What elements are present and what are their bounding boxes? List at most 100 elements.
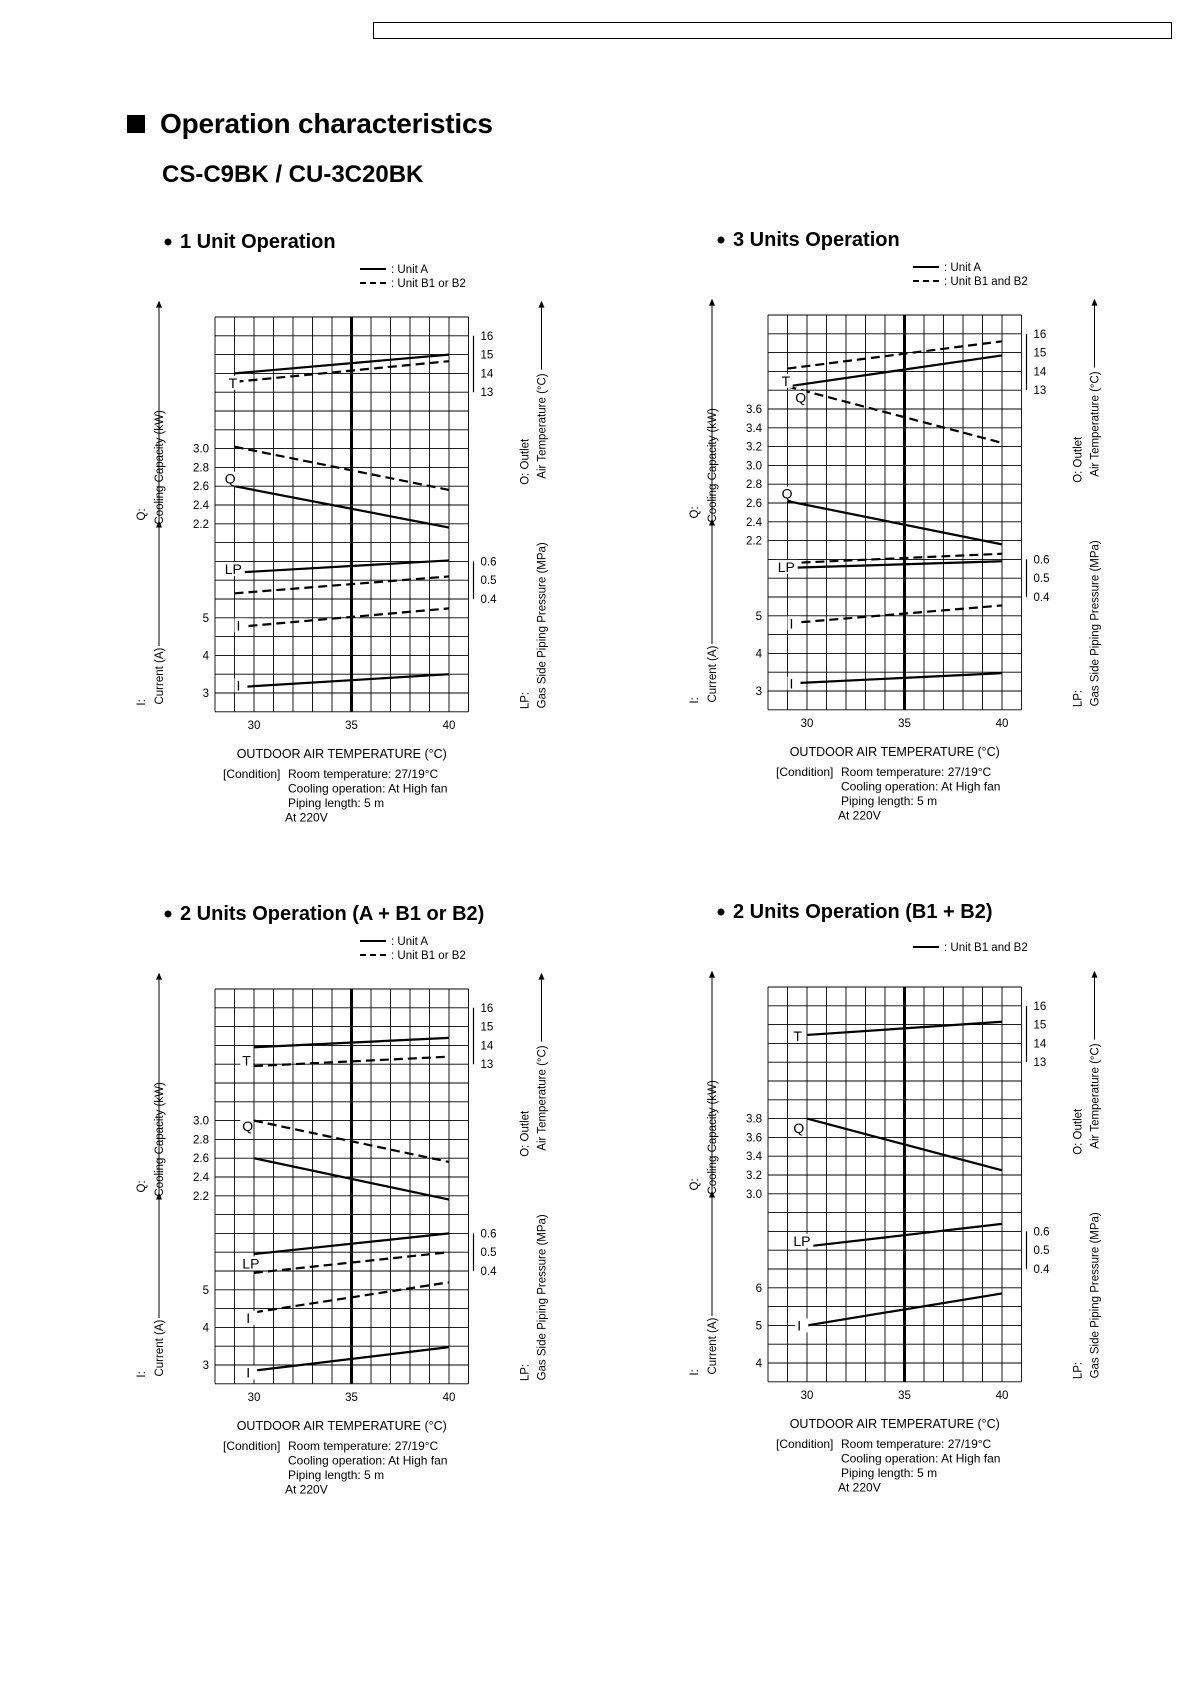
series-line — [253, 1157, 450, 1201]
left-tick-label: 6 — [756, 1283, 762, 1295]
series-line — [234, 607, 450, 629]
condition-line: Piping length: 5 m — [841, 1466, 937, 1480]
condition-line: Room temperature: 27/19°C — [288, 1439, 439, 1453]
left-tick-label: 2.8 — [193, 1134, 209, 1146]
curve-label-bg — [787, 676, 801, 691]
legend-label: : Unit A — [391, 936, 428, 948]
x-tick-label: 35 — [898, 718, 911, 730]
condition-line: At 220V — [838, 808, 881, 822]
curve-label-bg — [240, 1053, 254, 1068]
curve-label: T — [793, 1028, 802, 1044]
lp-axis-label: Gas Side Piping Pressure (MPa) — [537, 542, 549, 708]
arrow-up-icon — [709, 1190, 715, 1198]
legend-label: : Unit B1 and B2 — [944, 942, 1028, 954]
condition-line: Cooling operation: At High fan — [288, 781, 447, 795]
chart-panel: 2 Units Operation (B1 + B2) : Unit B1 and… — [689, 901, 1102, 1494]
i-axis-label: Current (A) — [154, 1319, 166, 1376]
curve-label: I — [789, 615, 793, 631]
curve-label-bg — [791, 1233, 814, 1248]
condition-line: Cooling operation: At High fan — [841, 1451, 1000, 1465]
series-line — [253, 1036, 450, 1049]
condition-line: Piping length: 5 m — [288, 796, 384, 810]
arrow-up-icon — [709, 970, 715, 978]
curve-label-bg — [779, 373, 793, 388]
condition-line: At 220V — [285, 810, 328, 824]
bullet-icon — [164, 910, 172, 918]
x-axis-label: OUTDOOR AIR TEMPERATURE (°C) — [790, 1417, 1000, 1431]
left-tick-label: 5 — [203, 613, 209, 625]
right-tick-label: 0.4 — [481, 1266, 498, 1278]
series-line — [234, 445, 450, 492]
o-symbol: O: Outlet — [1073, 1108, 1085, 1155]
panel-title: 1 Unit Operation — [180, 231, 336, 253]
x-tick-label: 40 — [443, 1392, 456, 1404]
curve-label-bg — [234, 618, 248, 633]
lp-symbol: LP: — [1073, 690, 1085, 707]
right-tick-label: 16 — [1034, 329, 1047, 341]
model-title: CS-C9BK / CU-3C20BK — [162, 161, 424, 188]
chart-panel: 2 Units Operation (A + B1 or B2) : Unit A… — [136, 903, 549, 1496]
arrow-up-icon — [156, 300, 162, 308]
i-symbol: I: — [136, 699, 148, 705]
header-bar — [373, 22, 1172, 39]
panel-title: 2 Units Operation (A + B1 or B2) — [180, 903, 484, 925]
arrow-up-icon — [538, 972, 545, 980]
left-tick-label: 3.4 — [746, 1151, 763, 1163]
lp-symbol: LP: — [520, 692, 532, 709]
section-title: Operation characteristics — [160, 108, 493, 139]
x-axis-label: OUTDOOR AIR TEMPERATURE (°C) — [790, 745, 1000, 759]
condition-line: Cooling operation: At High fan — [841, 779, 1000, 793]
x-tick-label: 40 — [996, 718, 1009, 730]
left-tick-label: 5 — [756, 611, 762, 623]
curve-label: T — [229, 375, 238, 391]
curve-label-bg — [791, 1028, 805, 1043]
legend-label: : Unit B1 or B2 — [391, 950, 466, 962]
o-axis-label: Air Temperature (°C) — [537, 1045, 549, 1151]
curve-label: I — [236, 617, 240, 633]
i-axis-label: Current (A) — [707, 645, 719, 702]
lp-axis-label: Gas Side Piping Pressure (MPa) — [1090, 1212, 1102, 1378]
series-line — [787, 560, 1003, 569]
legend-label: : Unit A — [944, 262, 981, 274]
legend-label: : Unit B1 and B2 — [944, 276, 1028, 288]
x-tick-label: 30 — [248, 720, 261, 732]
arrow-up-icon — [156, 1192, 162, 1200]
condition-line: Room temperature: 27/19°C — [841, 1437, 992, 1451]
arrow-up-icon — [538, 300, 545, 308]
curve-label-bg — [793, 390, 807, 405]
condition-line: Room temperature: 27/19°C — [841, 765, 992, 779]
right-tick-label: 14 — [481, 1040, 494, 1052]
right-tick-label: 0.5 — [481, 1247, 497, 1259]
left-tick-label: 4 — [203, 1322, 210, 1334]
right-tick-label: 0.5 — [481, 575, 497, 587]
i-symbol: I: — [689, 1369, 701, 1375]
bullet-icon — [717, 908, 725, 916]
panel-title: 2 Units Operation (B1 + B2) — [733, 901, 993, 923]
x-tick-label: 35 — [345, 720, 358, 732]
left-tick-label: 3.2 — [746, 442, 762, 454]
right-tick-label: 13 — [1034, 385, 1047, 397]
right-tick-label: 0.5 — [1034, 1245, 1050, 1257]
series-line — [253, 1119, 450, 1164]
bullet-icon — [717, 236, 725, 244]
curve-label-bg — [240, 1256, 263, 1271]
left-tick-label: 4 — [756, 648, 763, 660]
condition-line: Cooling operation: At High fan — [288, 1453, 447, 1467]
curve-label: LP — [793, 1233, 810, 1249]
left-tick-label: 2.4 — [193, 1172, 210, 1184]
left-tick-label: 3.4 — [746, 423, 763, 435]
lp-symbol: LP: — [1073, 1362, 1085, 1379]
series-line — [787, 552, 1003, 565]
left-tick-label: 2.2 — [746, 536, 762, 548]
q-axis-label: Cooling Capacity (kW) — [707, 408, 719, 523]
arrow-up-icon — [156, 520, 162, 528]
curve-label-bg — [775, 559, 798, 574]
left-tick-label: 2.8 — [193, 462, 209, 474]
left-tick-label: 3.2 — [746, 1170, 762, 1182]
series-line — [806, 1222, 1003, 1248]
panel-title: 3 Units Operation — [733, 229, 900, 251]
right-tick-label: 0.4 — [1034, 592, 1051, 604]
curve-label: LP — [778, 559, 795, 575]
right-tick-label: 16 — [1034, 1001, 1047, 1013]
lp-axis-label: Gas Side Piping Pressure (MPa) — [1090, 540, 1102, 706]
